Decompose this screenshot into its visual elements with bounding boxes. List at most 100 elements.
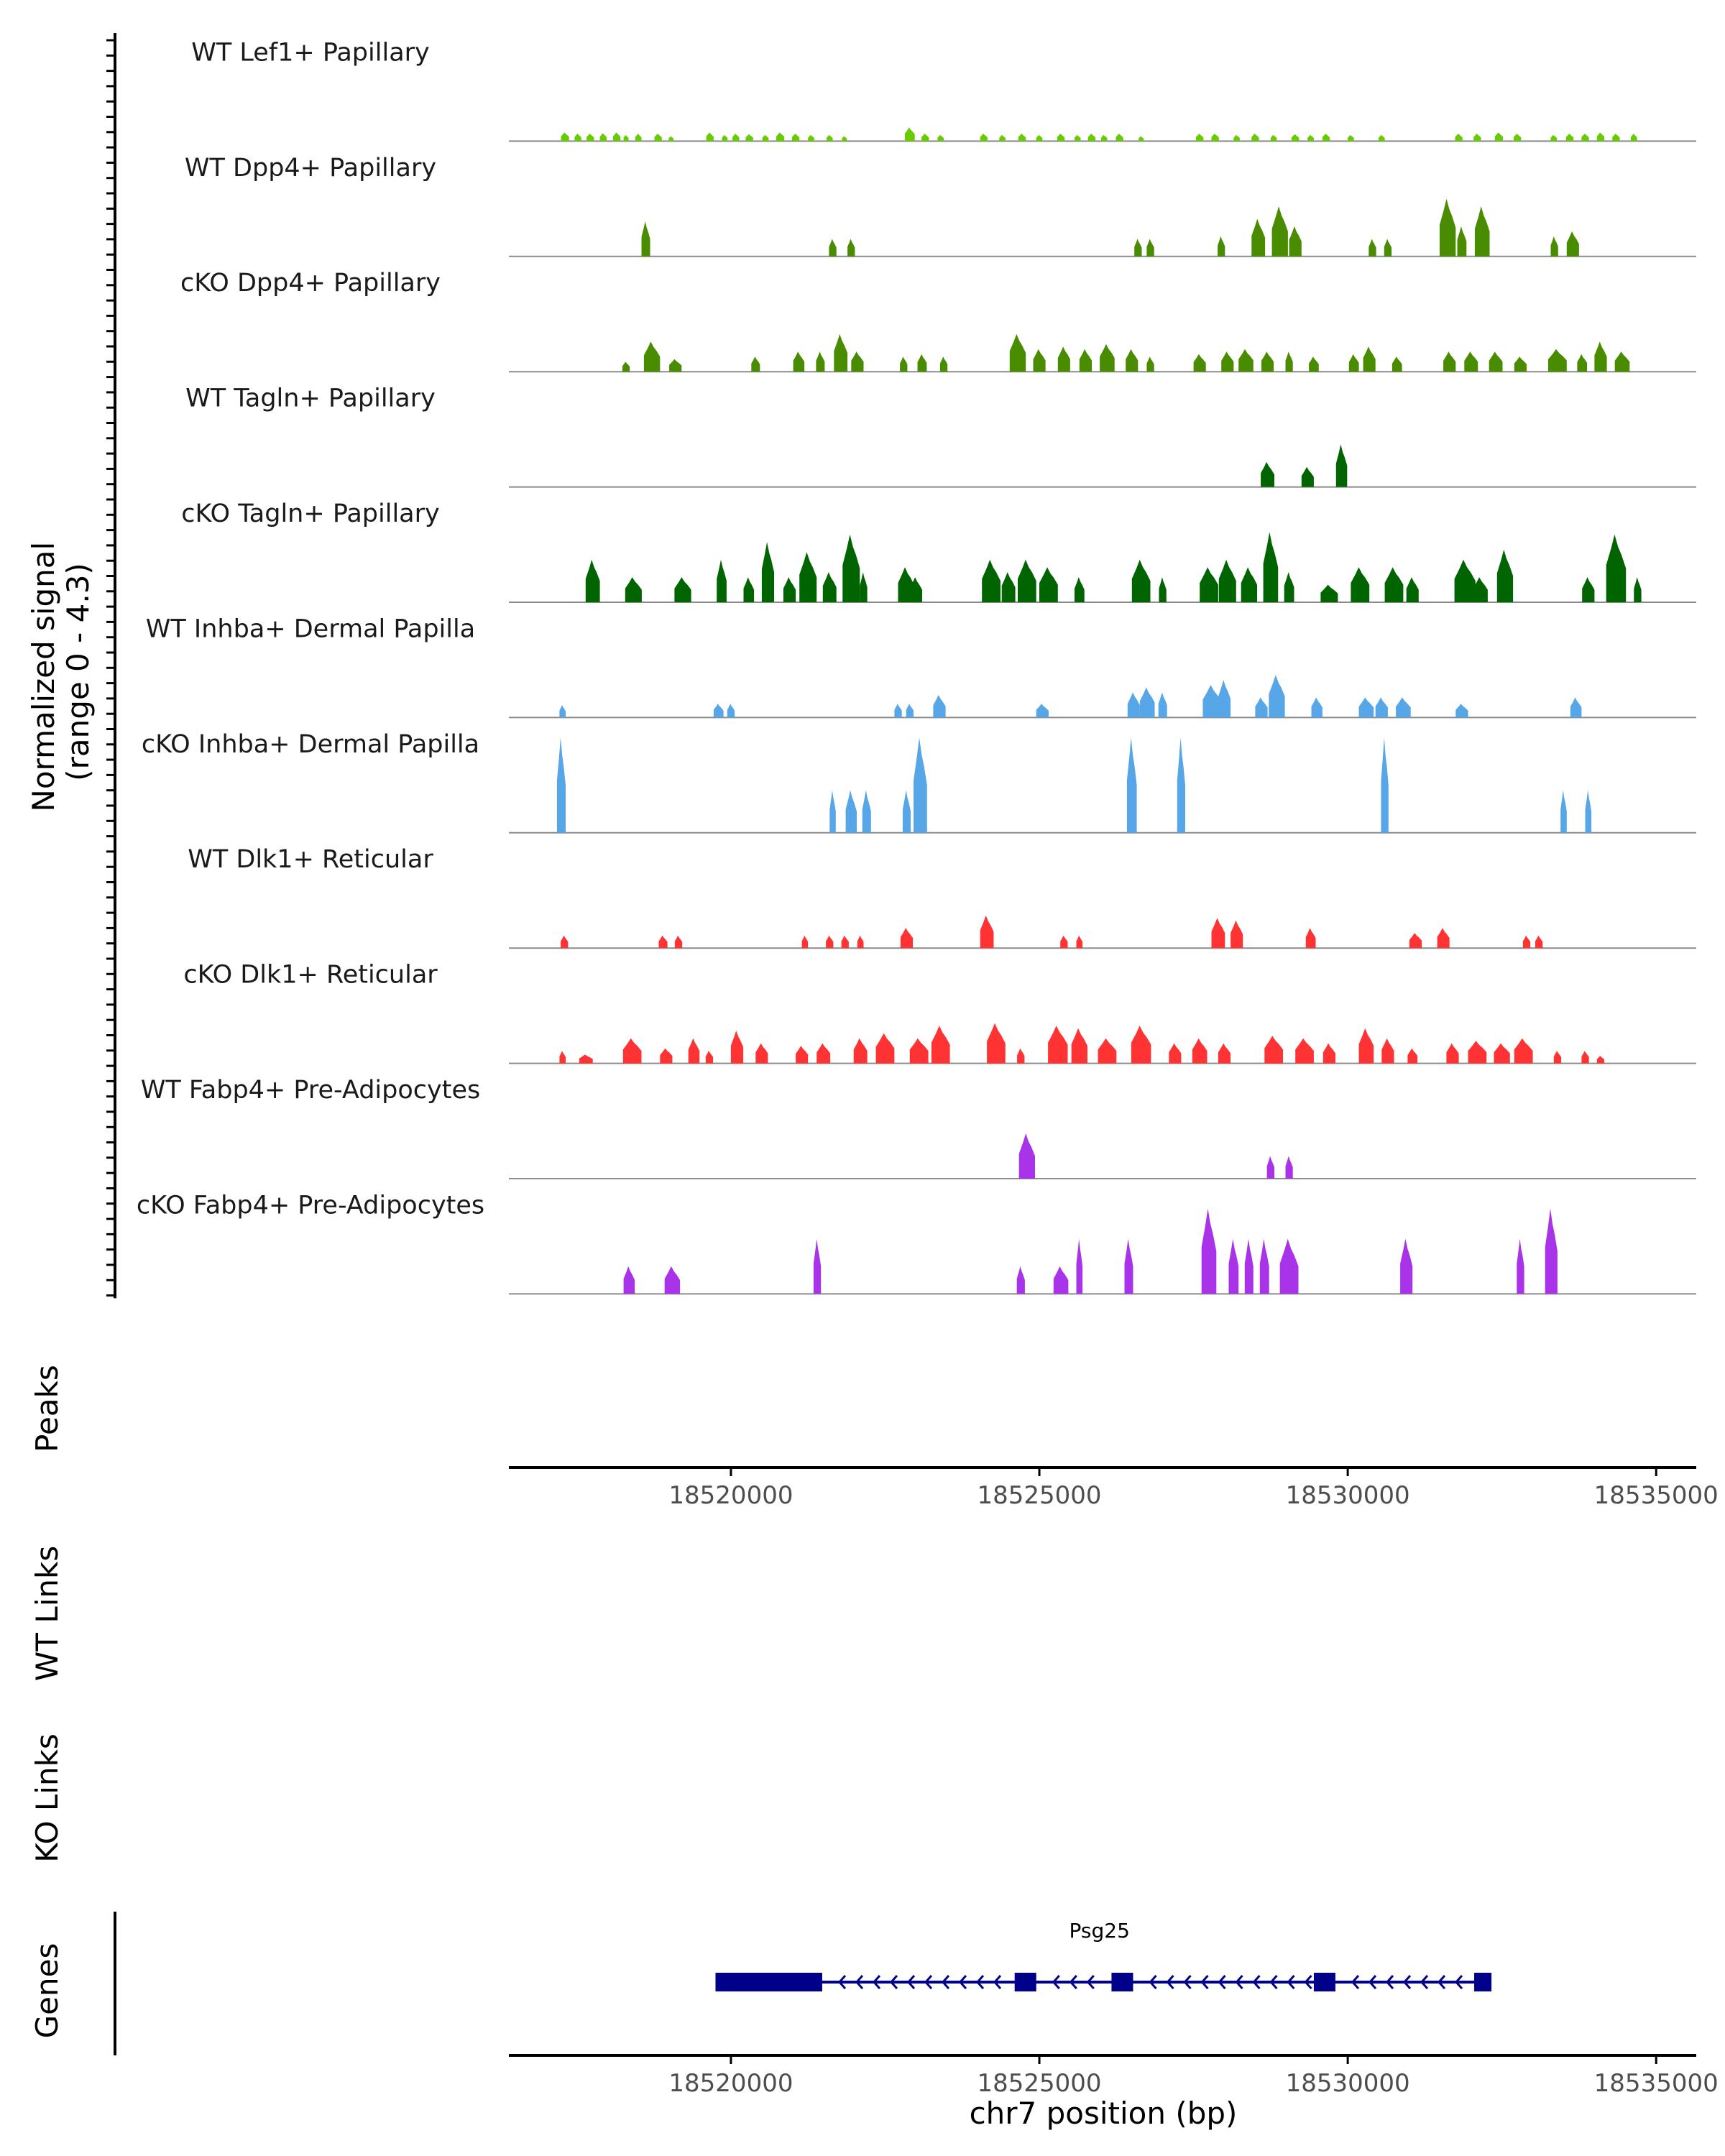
signal-peak (1098, 1038, 1117, 1064)
x-tick-label: 18520000 (668, 1481, 793, 1510)
x-tick-label: 18530000 (1286, 2069, 1410, 2098)
signal-peak (1193, 354, 1206, 372)
signal-peak (909, 1038, 929, 1064)
signal-peak (1196, 133, 1204, 142)
signal-peak (1126, 737, 1137, 833)
strand-arrow (1183, 1975, 1192, 1989)
signal-peak (1496, 549, 1514, 602)
signal-peak (1060, 935, 1068, 949)
signal-peak (1158, 692, 1167, 718)
signal-peak (1264, 1036, 1283, 1064)
signal-peak (664, 1266, 681, 1294)
signal-peak (579, 1054, 593, 1064)
y-axis-label-line-1: Normalized signal (26, 542, 61, 812)
signal-peak (841, 935, 849, 949)
signal-peak (1263, 532, 1279, 602)
signal-peak (755, 1043, 768, 1064)
signal-peak (1348, 354, 1359, 372)
signal-peak (917, 354, 927, 372)
signal-peak (900, 928, 914, 949)
signal-peak (1261, 461, 1274, 487)
signal-peak (900, 356, 908, 372)
signal-peak (894, 704, 902, 718)
genes-x-axis: 18520000 18525000 18530000 18535000 (509, 2054, 1719, 2098)
signal-peak (1218, 1043, 1231, 1064)
strand-arrow (837, 1975, 847, 1989)
signal-peak (816, 1043, 831, 1064)
track-label: WT Fabp4+ Pre-Adipocytes (141, 1076, 480, 1105)
signal-peak (1454, 559, 1476, 602)
signal-peak (1396, 697, 1411, 718)
track-1: WT Lef1+ Papillary (191, 38, 1696, 142)
signal-peak (1577, 354, 1588, 372)
strand-arrow (1287, 1975, 1295, 1989)
strand-arrow (1086, 1975, 1095, 1989)
signal-peak (851, 351, 864, 372)
signal-peak (623, 1266, 635, 1294)
signal-peak (1202, 685, 1222, 718)
signal-peak (914, 737, 927, 833)
signal-peak (1001, 572, 1016, 602)
signal-peak (1358, 1028, 1374, 1064)
signal-peak (1307, 134, 1314, 142)
strand-arrow (924, 1975, 933, 1989)
signal-peak (999, 134, 1006, 142)
peaks-x-axis: 18520000 18525000 18530000 18535000 (509, 1466, 1719, 1510)
signal-peak (1473, 577, 1488, 602)
signal-peak (1351, 567, 1370, 602)
signal-peak (732, 133, 740, 142)
signal-peak (1406, 577, 1419, 602)
signal-peak (1211, 918, 1225, 949)
signal-peak (622, 1038, 642, 1064)
track-label: cKO Dlk1+ Reticular (183, 961, 438, 990)
signal-peak (842, 136, 847, 142)
signal-peak (1464, 351, 1478, 372)
signal-peak (834, 333, 848, 372)
signal-peak (980, 133, 988, 142)
signal-peak (1017, 1048, 1025, 1064)
strand-arrow (993, 1975, 1002, 1989)
signal-peak (1201, 1208, 1217, 1294)
gene-track: Psg25 (715, 1919, 1492, 1991)
signal-peak (1384, 239, 1392, 257)
signal-peak (1494, 1043, 1510, 1064)
signal-peak (1279, 1238, 1299, 1294)
signal-peak (1594, 341, 1607, 372)
strand-arrow (1385, 1975, 1394, 1989)
track-label: WT Inhba+ Dermal Papilla (146, 614, 475, 643)
strand-arrow (906, 1975, 916, 1989)
signal-peak (705, 1051, 714, 1064)
signal-peak (625, 577, 642, 602)
signal-peak (1241, 567, 1257, 602)
signal-peak (1400, 1238, 1413, 1294)
signal-peak (827, 134, 833, 142)
x-axis-label: chr7 position (bp) (970, 2096, 1238, 2131)
signal-peak (1233, 134, 1240, 142)
signal-peak (1036, 704, 1049, 718)
strand-arrow (1420, 1975, 1429, 1989)
signal-peak (669, 359, 682, 372)
track-4: WT Tagln+ Papillary (185, 384, 1696, 488)
track-label: cKO Dpp4+ Papillary (180, 269, 441, 298)
signal-peak (829, 239, 837, 257)
x-tick-label: 18520000 (668, 2069, 793, 2098)
signal-peak (1384, 567, 1404, 602)
strand-arrow (941, 1975, 950, 1989)
signal-peak (1126, 349, 1138, 372)
signal-peak (1320, 584, 1338, 602)
track-2: WT Dpp4+ Papillary (185, 154, 1696, 257)
signal-peak (987, 1023, 1006, 1064)
signal-peak (1048, 1026, 1068, 1064)
signal-peak (1548, 349, 1567, 372)
signal-peak (1131, 559, 1151, 602)
signal-peak (845, 790, 857, 833)
signal-peak (1322, 1043, 1335, 1064)
signal-peak (1612, 133, 1620, 142)
signal-peak (1230, 920, 1243, 949)
signal-peak (1018, 559, 1036, 602)
strand-arrow (1304, 1975, 1312, 1989)
signal-peak (862, 790, 871, 833)
signal-peak (713, 704, 724, 718)
signal-peak (1596, 132, 1605, 142)
strand-arrow (1454, 1975, 1463, 1989)
